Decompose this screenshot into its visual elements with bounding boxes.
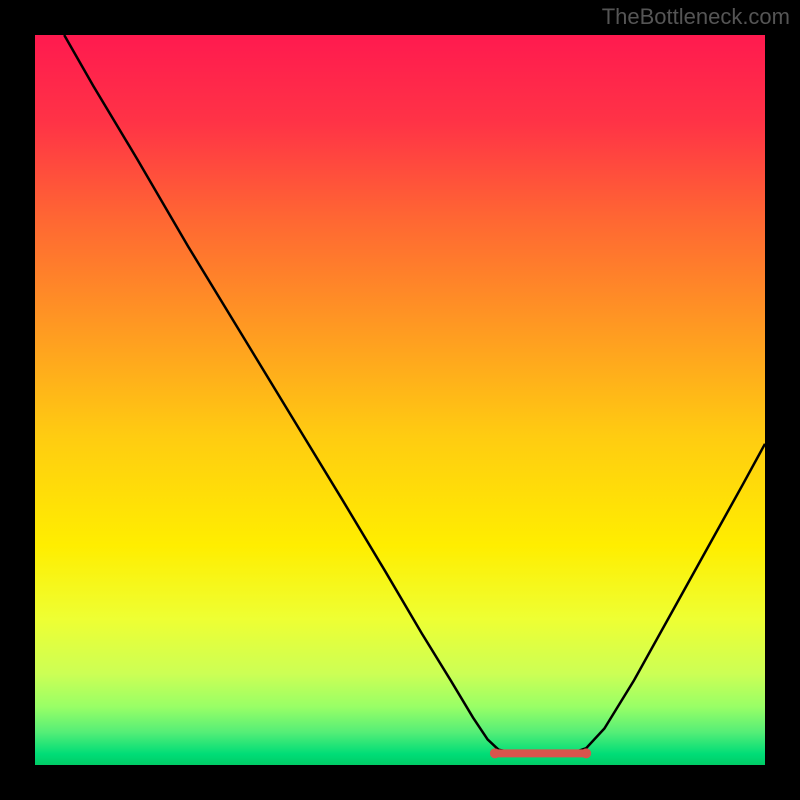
- flat-segment-end-marker: [581, 748, 591, 758]
- chart-container: { "watermark": { "text": "TheBottleneck.…: [0, 0, 800, 800]
- bottleneck-chart: [0, 0, 800, 800]
- flat-segment-start-marker: [490, 748, 500, 758]
- plot-background: [35, 35, 765, 765]
